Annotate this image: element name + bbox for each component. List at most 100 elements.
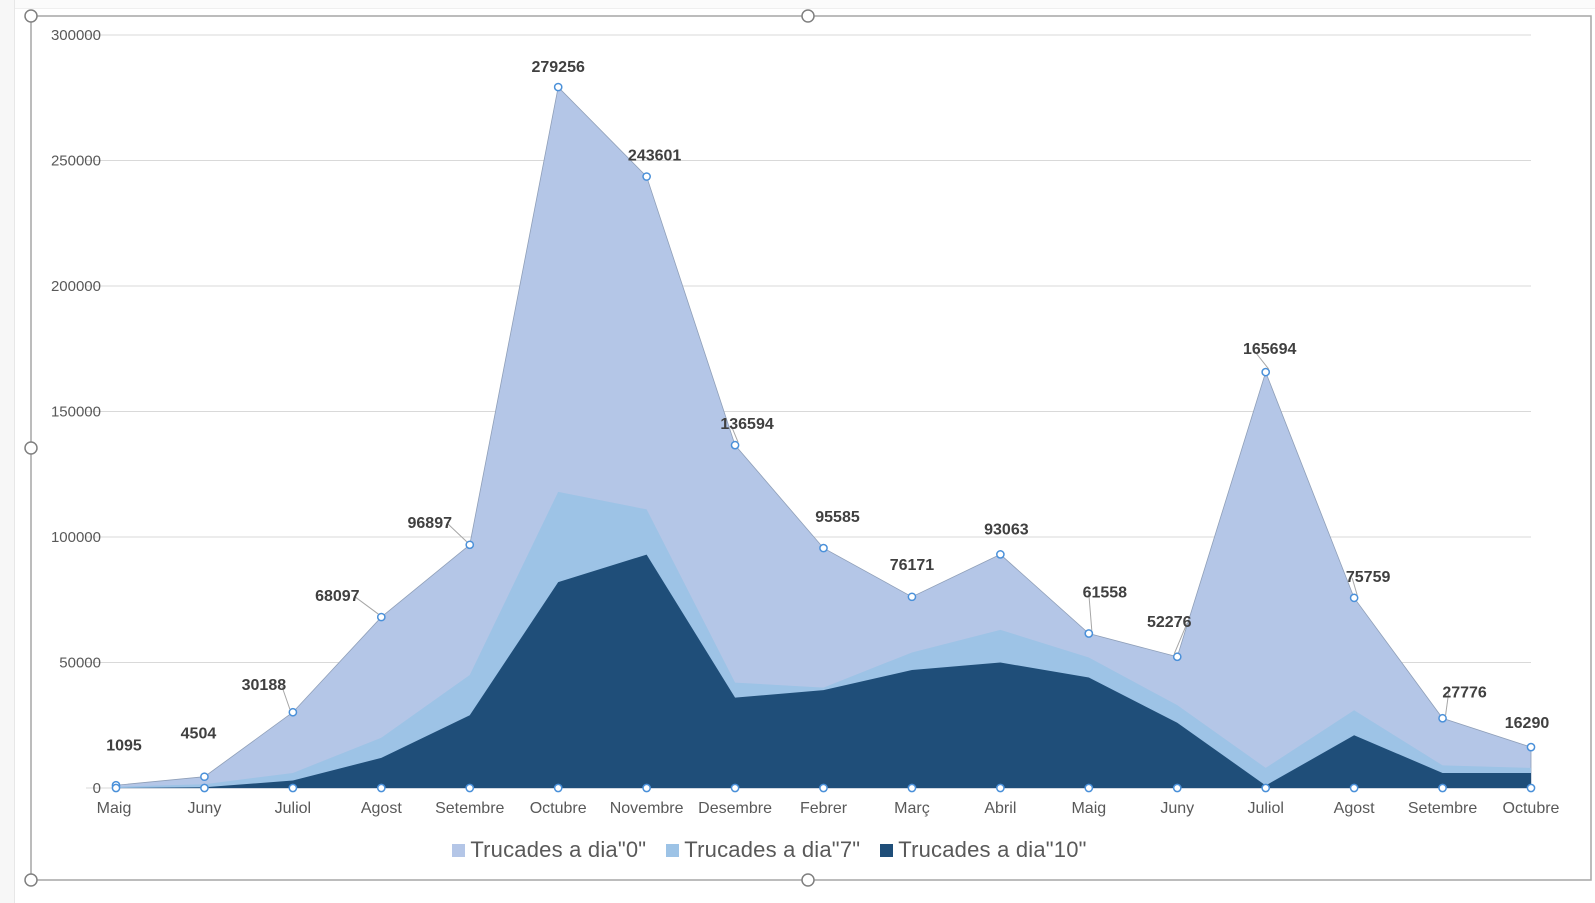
ruler-top — [0, 0, 1595, 9]
baseline-marker[interactable] — [1438, 783, 1447, 793]
legend-label: Trucades a dia"10" — [898, 837, 1087, 862]
data-point-marker[interactable] — [996, 550, 1005, 559]
leader-line — [1445, 693, 1450, 716]
baseline-marker[interactable] — [111, 783, 121, 793]
baseline-marker[interactable] — [376, 783, 386, 793]
data-label: 76171 — [890, 557, 935, 574]
leader-line — [447, 523, 468, 543]
data-label: 75759 — [1346, 569, 1391, 586]
y-tick-label: 100000 — [51, 529, 101, 546]
data-labels: 1095 4504 30188 68097 96897 279256 243601 13659… — [106, 59, 1549, 754]
x-tick-label: Setembre — [1408, 800, 1477, 817]
baseline-marker[interactable] — [1261, 783, 1271, 793]
x-tick-label: Març — [894, 800, 930, 817]
legend-swatch — [452, 843, 466, 857]
data-point-marker[interactable] — [288, 707, 298, 717]
x-tick-label: Octubre — [1503, 800, 1560, 817]
selection-handles — [24, 9, 815, 887]
resize-handle[interactable] — [801, 9, 815, 23]
leader-line — [281, 686, 291, 710]
legend-item[interactable]: Trucades a dia"0" — [452, 837, 646, 863]
y-axis-ticks: 0 50000 100000 150000 200000 250000 300000 — [51, 27, 101, 797]
y-tick-label: 50000 — [59, 655, 101, 672]
data-label: 93063 — [984, 521, 1029, 538]
data-point-marker[interactable] — [1084, 629, 1094, 638]
baseline-marker[interactable] — [996, 783, 1005, 793]
data-point-marker[interactable] — [376, 612, 386, 622]
x-tick-label: Maig — [1071, 800, 1106, 817]
series-markers — [111, 82, 1536, 793]
area-series-dia-7[interactable] — [116, 491, 1531, 788]
data-point-marker[interactable] — [907, 592, 917, 602]
leader-line — [1351, 577, 1358, 595]
legend-item[interactable]: Trucades a dia"7" — [666, 837, 860, 863]
data-label: 136594 — [720, 416, 773, 433]
legend-item[interactable]: Trucades a dia"10" — [880, 837, 1086, 863]
x-tick-label: Novembre — [610, 800, 684, 817]
baseline-marker[interactable] — [907, 783, 917, 793]
x-tick-label: Desembre — [698, 800, 772, 817]
data-label: 95585 — [815, 509, 860, 526]
data-point-marker[interactable] — [1261, 367, 1271, 377]
data-point-marker[interactable] — [642, 172, 651, 181]
baseline-marker[interactable] — [642, 783, 651, 793]
data-point-marker[interactable] — [1526, 742, 1536, 752]
data-label: 27776 — [1442, 684, 1487, 701]
y-tick-label: 250000 — [51, 153, 101, 170]
leader-line — [730, 424, 739, 443]
x-tick-label: Juliol — [275, 800, 311, 817]
legend: Trucades a dia"0" Trucades a dia"7" Trucad… — [0, 836, 1567, 864]
x-tick-label: Octubre — [530, 800, 587, 817]
data-label: 165694 — [1243, 341, 1296, 358]
baseline-marker[interactable] — [730, 783, 740, 793]
data-point-marker[interactable] — [819, 543, 828, 553]
baseline-marker[interactable] — [1526, 783, 1536, 793]
x-tick-label: Setembre — [435, 800, 504, 817]
x-tick-label: Juny — [1160, 800, 1194, 817]
data-point-marker[interactable] — [553, 82, 563, 92]
series-areas — [115, 86, 1532, 789]
data-point-marker[interactable] — [1349, 593, 1359, 603]
data-label: 4504 — [181, 726, 217, 743]
x-tick-label: Febrer — [800, 800, 848, 817]
baseline-marker[interactable] — [1172, 783, 1182, 793]
x-tick-label: Juliol — [1247, 800, 1283, 817]
y-tick-label: 150000 — [51, 404, 101, 421]
data-label: 30188 — [242, 677, 287, 694]
data-point-marker[interactable] — [1172, 652, 1182, 662]
baseline-marker[interactable] — [819, 783, 828, 793]
legend-swatch — [666, 843, 680, 857]
resize-handle[interactable] — [24, 9, 38, 23]
baseline-marker[interactable] — [1349, 783, 1359, 793]
resize-handle[interactable] — [801, 873, 815, 887]
ruler-left — [0, 0, 15, 903]
baseline-marker[interactable] — [288, 783, 298, 793]
resize-handle[interactable] — [24, 441, 38, 455]
data-point-marker[interactable] — [730, 440, 740, 450]
area-series-dia-0[interactable] — [115, 86, 1532, 789]
baseline-marker[interactable] — [200, 783, 209, 793]
area-series-dia-10[interactable] — [116, 554, 1531, 788]
baseline-marker[interactable] — [553, 783, 563, 793]
data-point-marker[interactable] — [1438, 713, 1447, 723]
baseline-marker[interactable] — [465, 783, 475, 793]
data-label: 279256 — [531, 59, 584, 76]
baseline-marker[interactable] — [1084, 783, 1094, 793]
x-tick-label: Abril — [984, 800, 1016, 817]
data-label: 96897 — [408, 515, 453, 532]
data-point-marker[interactable] — [465, 540, 475, 550]
data-label: 52276 — [1147, 614, 1192, 631]
leader-line — [355, 596, 379, 615]
y-tick-label: 0 — [93, 780, 101, 797]
data-label: 16290 — [1505, 715, 1550, 732]
resize-handle[interactable] — [24, 873, 38, 887]
legend-label: Trucades a dia"7" — [684, 837, 861, 862]
y-tick-label: 200000 — [51, 278, 101, 295]
leader-line — [1173, 622, 1188, 654]
data-label: 61558 — [1083, 584, 1128, 601]
x-axis-ticks: Maig Juny Juliol Agost Setembre Octubre Novemb… — [97, 800, 1560, 817]
leader-line — [1253, 349, 1270, 370]
leader-line — [1088, 593, 1093, 631]
data-point-marker[interactable] — [200, 772, 209, 782]
